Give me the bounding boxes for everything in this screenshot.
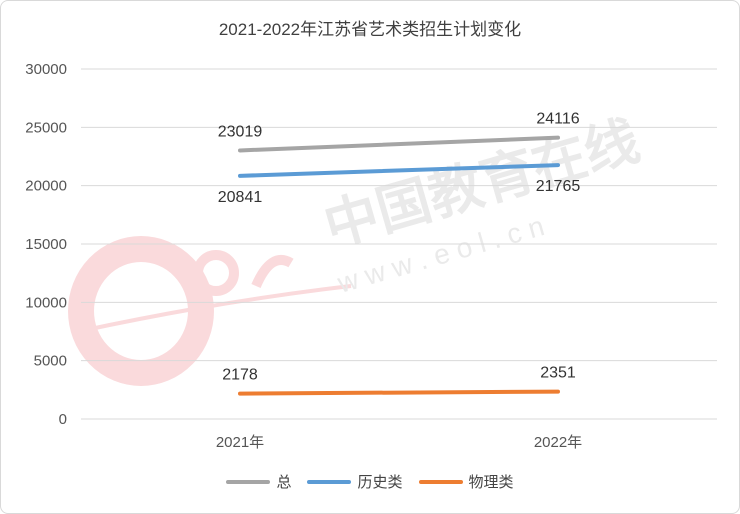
y-tick-label: 5000 (34, 353, 67, 370)
chart-legend: 总 历史类 物理类 (1, 471, 739, 492)
watermark-logo-e (68, 236, 214, 386)
legend-item: 物理类 (418, 471, 514, 492)
legend-label: 历史类 (357, 474, 403, 491)
y-tick-label: 0 (59, 411, 67, 428)
data-label: 2351 (540, 365, 576, 382)
y-tick-label: 25000 (25, 119, 67, 136)
series-line (238, 389, 560, 396)
series-line (238, 135, 560, 153)
legend-swatch (418, 479, 463, 484)
data-label: 24116 (536, 111, 579, 128)
x-tick-label: 2022年 (534, 434, 582, 451)
y-tick-label: 10000 (25, 294, 67, 311)
legend-swatch (226, 479, 271, 484)
data-label: 20841 (218, 189, 263, 206)
data-label: 2178 (222, 367, 258, 384)
series-line (238, 163, 560, 178)
y-tick-label: 15000 (25, 236, 67, 253)
watermark-swoosh (80, 284, 352, 333)
legend-item: 历史类 (307, 471, 403, 492)
x-tick-label: 2021年 (216, 434, 264, 451)
watermark-logo-o (193, 250, 239, 296)
data-label: 21765 (536, 178, 581, 195)
legend-label: 总 (276, 474, 292, 491)
y-tick-label: 30000 (25, 61, 67, 78)
chart-title: 2021-2022年江苏省艺术类招生计划变化 (218, 20, 522, 39)
legend-swatch (307, 479, 352, 484)
y-tick-label: 20000 (25, 178, 67, 195)
watermark: 中国教育在线 w w w . e o l . c n (68, 111, 646, 386)
legend-item: 总 (226, 471, 291, 492)
data-label: 23019 (218, 123, 263, 140)
legend-label: 物理类 (468, 474, 514, 491)
watermark-logo-l (251, 254, 294, 289)
